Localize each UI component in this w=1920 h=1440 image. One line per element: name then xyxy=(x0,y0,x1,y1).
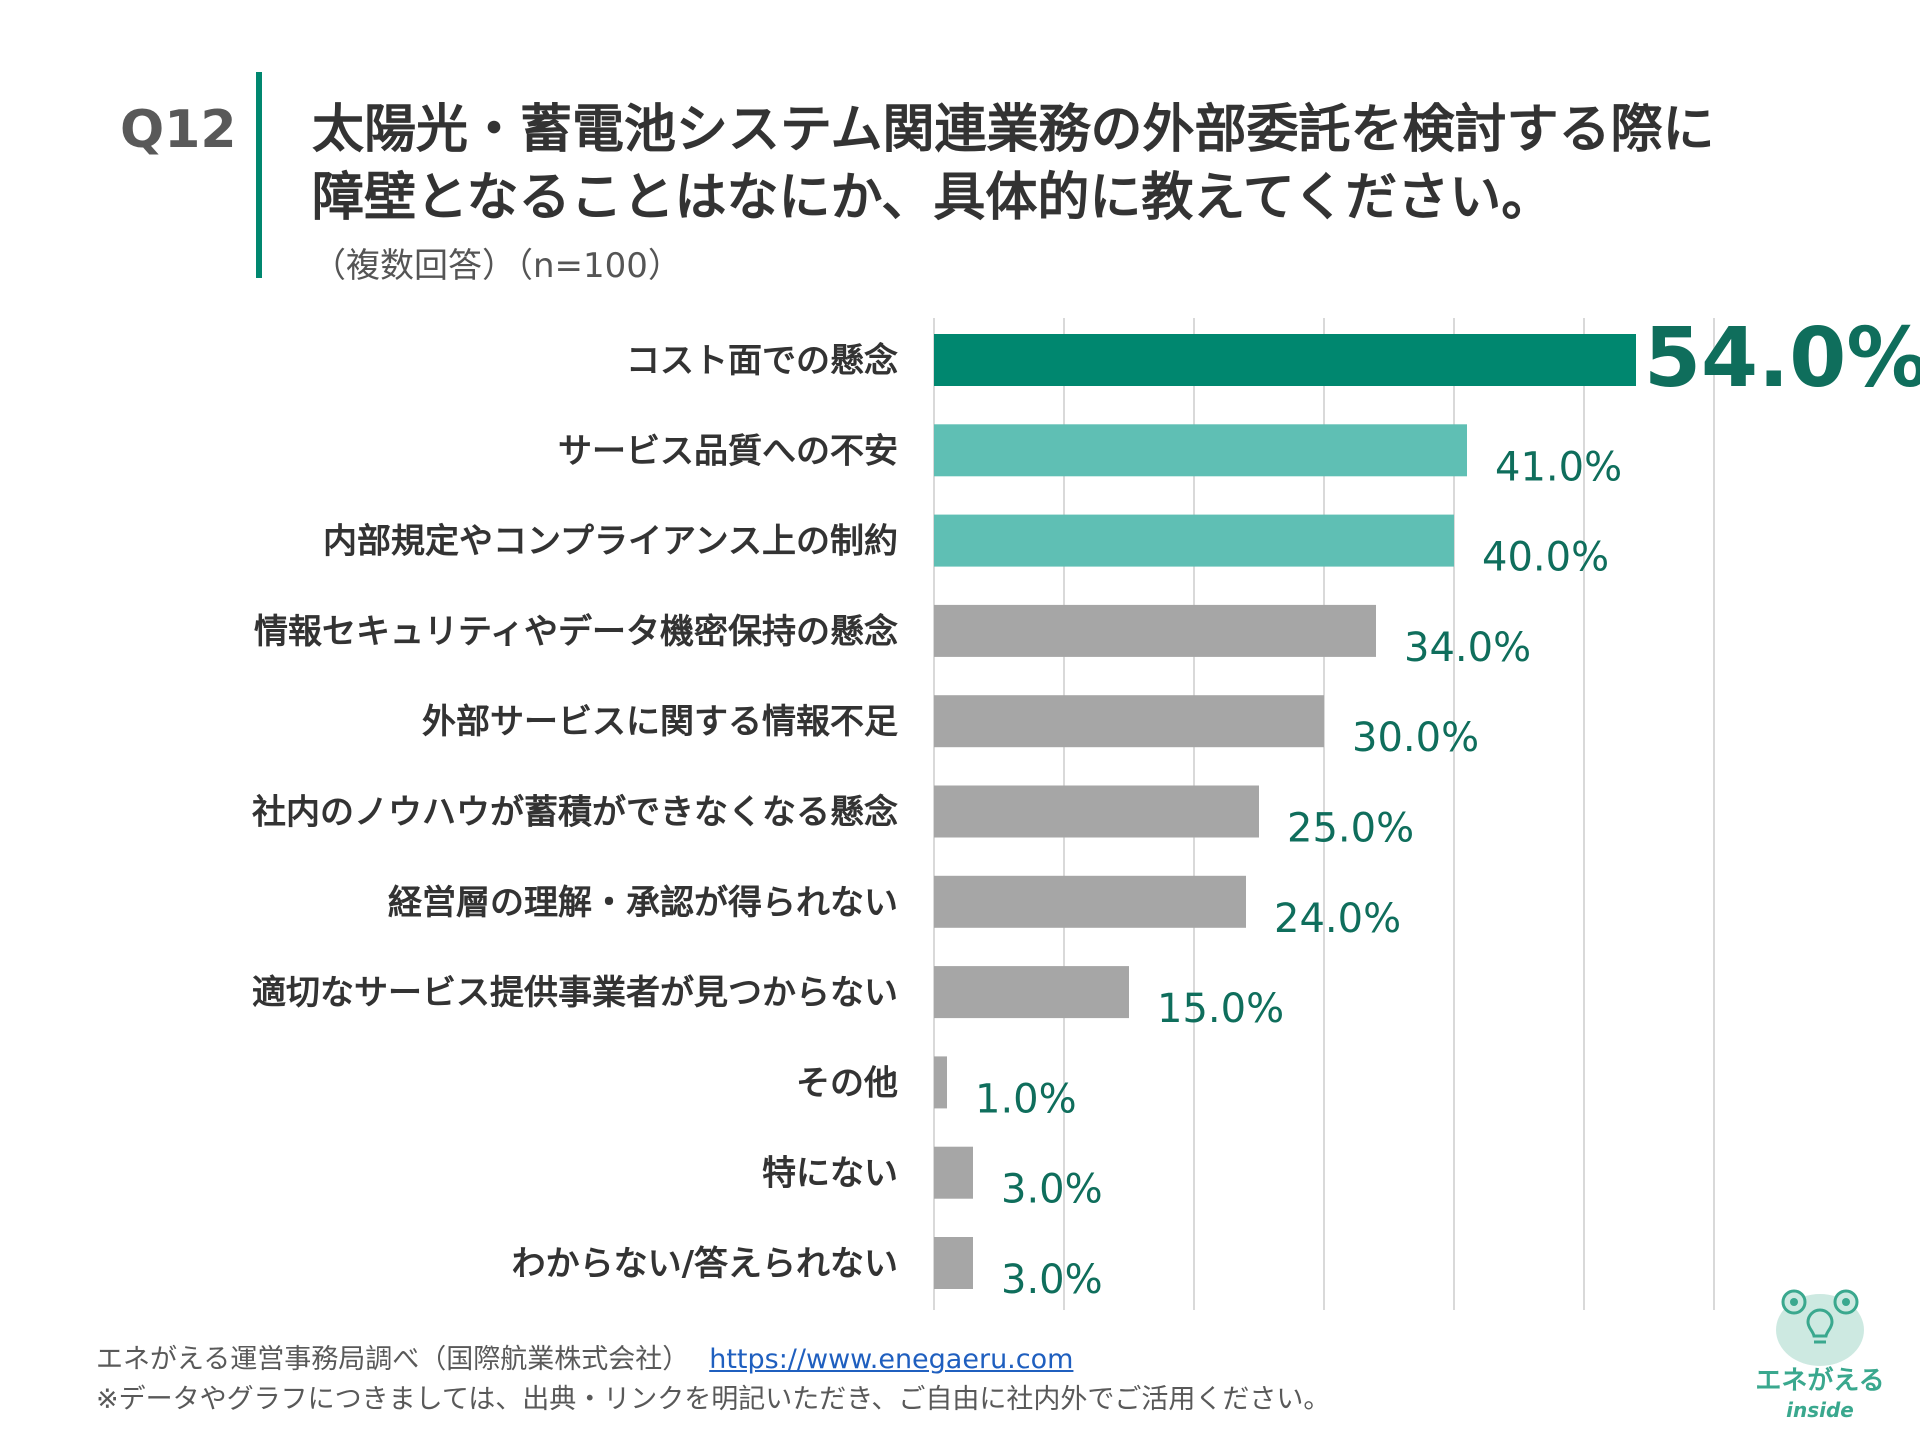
chart-title: 太陽光・蓄電池システム関連業務の外部委託を検討する際に 障壁となることはなにか、… xyxy=(312,96,1812,232)
logo-subtext: inside xyxy=(1786,1398,1854,1422)
bar xyxy=(934,875,1246,928)
data-label: 15.0% xyxy=(1157,986,1284,1032)
category-label: わからない/答えられない xyxy=(512,1244,898,1284)
bar xyxy=(934,604,1376,657)
bar xyxy=(934,514,1454,567)
logo-text: エネがえる xyxy=(1755,1366,1885,1396)
bar-chart: コスト面での懸念 54.0% サービス品質への不安 41.0% 内部規定やコンプライアン… xyxy=(252,311,1920,1310)
data-label: 30.0% xyxy=(1352,715,1479,761)
category-label: 情報セキュリティやデータ機密保持の懸念 xyxy=(254,612,898,652)
data-label: 25.0% xyxy=(1287,806,1414,852)
data-label: 1.0% xyxy=(975,1076,1077,1122)
data-label: 3.0% xyxy=(1001,1167,1103,1213)
source-link[interactable]: https://www.enegaeru.com xyxy=(709,1344,1074,1375)
category-label: 外部サービスに関する情報不足 xyxy=(422,702,898,742)
data-label: 40.0% xyxy=(1482,535,1609,581)
data-label: 3.0% xyxy=(1001,1257,1103,1303)
category-label: 経営層の理解・承認が得られない xyxy=(388,883,898,923)
category-label: その他 xyxy=(796,1063,898,1103)
footer-note: ※データやグラフにつきましては、出典・リンクを明記いただき、ご自由に社内外でご活… xyxy=(96,1384,1331,1415)
category-label: コスト面での懸念 xyxy=(626,341,898,381)
chart-subtitle: （複数回答）（n=100） xyxy=(312,246,682,286)
bar xyxy=(934,966,1129,1019)
bar xyxy=(934,1056,947,1109)
footer: エネがえる運営事務局調べ（国際航業株式会社） https://www.enegae… xyxy=(96,1340,1330,1420)
title-line-1: 太陽光・蓄電池システム関連業務の外部委託を検討する際に xyxy=(312,100,1715,160)
category-label: サービス品質への不安 xyxy=(558,431,898,471)
bar xyxy=(934,785,1259,838)
category-label: 特にない xyxy=(762,1154,898,1194)
bar xyxy=(934,1146,973,1199)
bar xyxy=(934,1237,973,1289)
category-label: 社内のノウハウが蓄積ができなくなる懸念 xyxy=(252,793,898,833)
bar xyxy=(934,695,1324,748)
category-label: 内部規定やコンプライアンス上の制約 xyxy=(323,522,898,562)
title-line-2: 障壁となることはなにか、具体的に教えてください。 xyxy=(312,168,1554,228)
bar xyxy=(934,334,1636,386)
data-label: 41.0% xyxy=(1495,444,1622,490)
frog-lightbulb-icon xyxy=(1776,1289,1864,1366)
category-label: 適切なサービス提供事業者が見つからない xyxy=(252,973,898,1013)
title-accent-bar xyxy=(256,72,262,278)
data-label: 34.0% xyxy=(1404,625,1531,671)
bar xyxy=(934,424,1467,477)
footer-source: エネがえる運営事務局調べ（国際航業株式会社） xyxy=(96,1344,690,1375)
footer-source-line: エネがえる運営事務局調べ（国際航業株式会社） https://www.enegae… xyxy=(96,1340,1330,1380)
data-label: 54.0% xyxy=(1644,311,1920,406)
data-label: 24.0% xyxy=(1274,896,1401,942)
question-label: Q12 xyxy=(120,100,237,160)
